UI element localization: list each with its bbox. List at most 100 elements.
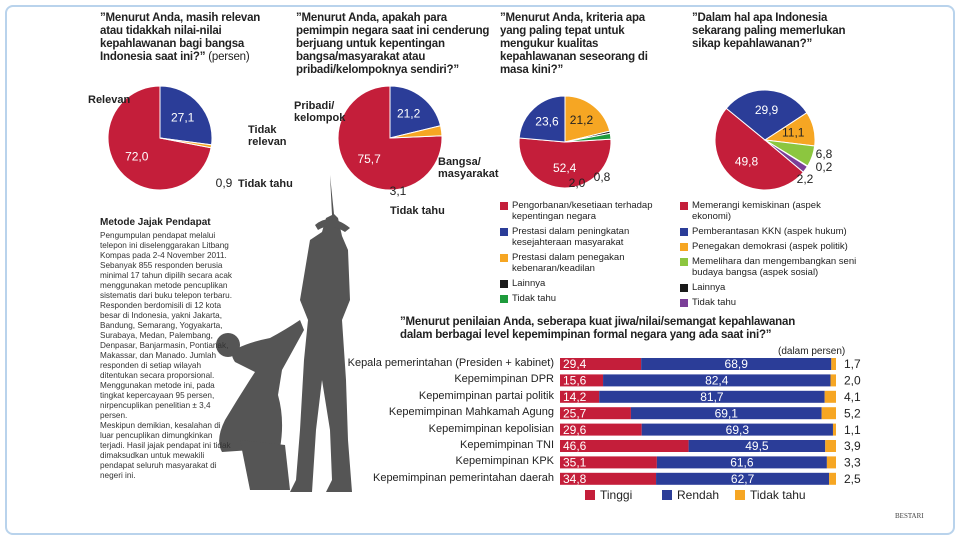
legend-text: Memerangi kemiskinan (aspek ekonomi) — [692, 200, 821, 222]
category-label: Tidak tahu — [238, 178, 293, 190]
pie-slice — [564, 132, 612, 143]
subtitle: (dalam persen) — [778, 346, 846, 357]
pie-slice — [159, 137, 213, 149]
pie-slice — [389, 85, 442, 139]
legend-swatch — [585, 490, 595, 500]
row-label: Kepala pemerintahan (Presiden + kabinet) — [347, 357, 554, 369]
value-label: 6,8 — [816, 147, 833, 161]
frame — [5, 5, 955, 535]
value-label: 46,6 — [563, 439, 587, 453]
legend-item: Memelihara dan mengembangkan seni budaya… — [680, 256, 860, 278]
bar-segment — [641, 423, 833, 436]
bar-segment — [656, 456, 827, 469]
value-label: 0,2 — [816, 160, 833, 174]
pie-slice — [518, 137, 612, 189]
legend-text: Memelihara dan mengembangkan seni budaya… — [692, 256, 857, 278]
value-label: 72,0 — [125, 149, 149, 163]
legend-swatch — [680, 299, 688, 307]
methodology-text: Menggunakan metode ini, pada tingkat kep… — [100, 381, 215, 420]
pie-slice — [518, 95, 566, 143]
bar-segment — [656, 472, 830, 485]
title-text: ”Menurut penilaian Anda, seberapa kuat j… — [400, 316, 796, 341]
methodology-title: Metode Jajak Pendapat — [100, 217, 211, 228]
legend-text: Lainnya — [512, 278, 546, 289]
legend-swatch — [680, 202, 688, 210]
value-label: 29,4 — [563, 357, 587, 371]
legend-item: Lainnya — [680, 282, 860, 293]
credit: BESTARI — [895, 512, 924, 520]
bar-segment — [688, 440, 826, 452]
legend-text: Pemberantasan KKN (aspek hukum) — [692, 226, 847, 237]
pie-slice — [159, 85, 213, 146]
bar-segment — [560, 390, 600, 403]
category-label: Pribadi/ kelompok — [294, 100, 346, 124]
pie-slice — [564, 95, 611, 143]
legend-text: Prestasi dalam peningkatan kesejahteraan… — [512, 226, 630, 248]
bar-segment — [641, 358, 832, 370]
value-label: 34,8 — [563, 472, 587, 486]
legend-text: Tidak tahu — [692, 297, 737, 308]
legend-swatch — [662, 490, 672, 500]
value-label: 3,3 — [844, 456, 861, 470]
value-label: 49,8 — [735, 155, 759, 169]
methodology-text: Pengumpulan pendapat melalui telepon ini… — [100, 231, 232, 380]
row-label: Kepemimpinan kepolisian — [428, 422, 554, 435]
value-label: 27,1 — [171, 110, 195, 124]
legend: Memerangi kemiskinan (aspek ekonomi) Pemb… — [680, 200, 860, 312]
legend-text: Tidak tahu — [750, 488, 806, 502]
bar-segment — [826, 456, 836, 469]
value-label: 21,2 — [570, 113, 594, 127]
legend: Pengorbanan/kesetiaan terhadap kepenting… — [500, 200, 680, 308]
chart-title: ”Menurut Anda, kriteria apa yang paling … — [500, 12, 670, 77]
bar-segment — [831, 358, 836, 370]
legend-swatch — [680, 284, 688, 292]
value-label: 52,4 — [553, 161, 577, 175]
bar-segment — [560, 423, 642, 436]
value-label: 68,9 — [725, 357, 749, 371]
value-label: 2,0 — [569, 176, 586, 190]
chart-title: ”Menurut Anda, masih relevan atau tidakk… — [100, 12, 285, 64]
value-label: 75,7 — [357, 152, 381, 166]
row-label: Kepemimpinan DPR — [454, 373, 554, 386]
bar-segment — [829, 472, 836, 485]
value-label: 14,2 — [563, 390, 587, 404]
title-text: ”Menurut Anda, kriteria apa yang paling … — [500, 12, 648, 76]
title-text: ”Menurut Anda, masih relevan atau tidakk… — [100, 12, 261, 63]
value-label: 0,8 — [594, 170, 611, 184]
value-label: 35,1 — [563, 456, 587, 470]
value-label: 3,1 — [390, 184, 407, 198]
legend-swatch — [500, 254, 508, 262]
value-label: 21,2 — [397, 106, 421, 120]
methodology-text: Meskipun demikian, kesalahan di luar pen… — [100, 421, 231, 480]
row-label: Kepemimpinan Mahkamah Agung — [388, 406, 554, 419]
legend-swatch — [500, 228, 508, 236]
legend-swatch — [500, 202, 508, 210]
bar-segment — [603, 374, 831, 387]
legend-text: Tinggi — [600, 488, 632, 502]
row-label: Kepemimpinan partai politik — [418, 389, 554, 402]
category-label: Relevan — [88, 94, 131, 106]
value-label: 4,1 — [844, 390, 861, 404]
bar-segment — [560, 358, 642, 370]
row-label: Kepemimpinan TNI — [460, 439, 554, 451]
title-text: ”Dalam hal apa Indonesia sekarang paling… — [692, 12, 846, 50]
bar-segment — [560, 440, 689, 452]
pie-slice — [725, 89, 808, 141]
value-label: 1,1 — [844, 423, 861, 437]
legend-text: Lainnya — [692, 282, 726, 293]
value-label: 49,5 — [745, 439, 769, 453]
chart-title: ”Dalam hal apa Indonesia sekarang paling… — [692, 12, 852, 51]
legend-swatch — [500, 280, 508, 288]
pie-slice — [389, 125, 443, 139]
legend-swatch — [735, 490, 745, 500]
bar-segment — [560, 374, 604, 387]
value-label: 5,2 — [844, 406, 861, 420]
bar-segment — [832, 423, 836, 436]
legend-item: Pemberantasan KKN (aspek hukum) — [680, 226, 860, 237]
bar-segment — [599, 390, 825, 403]
value-label: 11,1 — [782, 126, 805, 140]
legend-item: Tidak tahu — [680, 297, 860, 308]
legend-swatch — [680, 258, 688, 266]
category-label: Bangsa/ masyarakat — [438, 156, 499, 180]
